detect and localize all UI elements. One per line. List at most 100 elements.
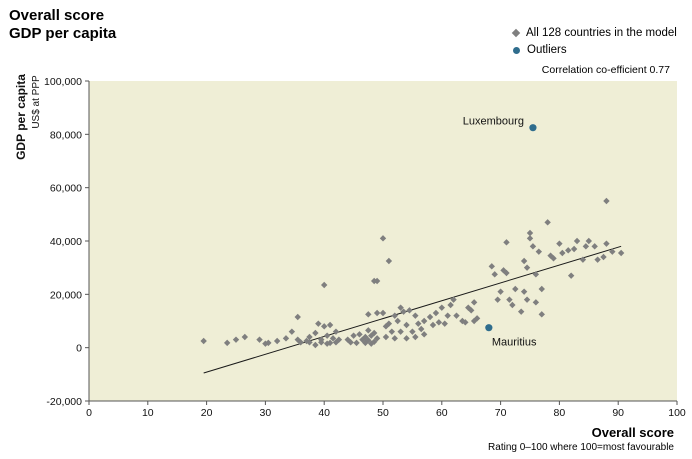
y-tick-label: 80,000: [50, 129, 82, 141]
data-point: [223, 339, 231, 347]
data-point: [544, 219, 551, 226]
data-point: [282, 335, 290, 342]
chart-subtitle: GDP per capita: [9, 25, 117, 42]
data-point: [288, 328, 296, 335]
outlier-point: [529, 124, 537, 132]
data-point: [470, 299, 478, 306]
data-point: [506, 296, 513, 303]
x-tick-label: 100: [668, 407, 686, 419]
data-point: [503, 269, 510, 277]
x-tick-label: 60: [436, 407, 448, 419]
data-point: [256, 336, 263, 343]
data-point: [241, 333, 249, 341]
data-point: [415, 320, 422, 327]
data-point: [385, 320, 393, 327]
legend-item-outliers: Outliers: [513, 44, 567, 56]
data-point: [397, 304, 404, 311]
data-point: [453, 312, 460, 319]
data-point: [326, 321, 334, 329]
data-point: [529, 243, 537, 250]
data-point: [403, 321, 410, 329]
data-point: [315, 320, 322, 327]
data-point: [420, 331, 428, 338]
data-point: [579, 256, 587, 263]
data-point: [450, 296, 457, 303]
data-point: [329, 335, 337, 342]
data-point: [294, 313, 301, 321]
data-point: [535, 248, 543, 255]
outlier-label: Luxembourg: [463, 116, 524, 128]
data-point: [559, 249, 566, 257]
data-point: [573, 237, 581, 245]
data-point: [370, 329, 378, 337]
data-point: [565, 247, 572, 254]
data-point: [418, 325, 425, 333]
data-point: [406, 307, 413, 314]
data-point: [323, 332, 331, 339]
data-point: [594, 256, 601, 263]
data-point: [447, 301, 454, 309]
data-point: [617, 249, 625, 257]
data-point: [532, 299, 540, 306]
y-axis-unit: US$ at PPP: [31, 75, 42, 129]
data-point: [582, 243, 590, 250]
y-tick-label: -20,000: [46, 396, 82, 408]
data-point: [441, 320, 448, 327]
y-tick-label: 40,000: [50, 236, 82, 248]
data-point: [353, 339, 360, 347]
data-point: [494, 296, 501, 303]
y-axis-title: GDP per capita: [14, 74, 28, 160]
data-point: [232, 336, 240, 343]
data-point: [373, 277, 381, 285]
data-point: [397, 328, 404, 335]
data-point: [391, 335, 398, 342]
data-point: [365, 337, 372, 344]
data-point: [382, 333, 390, 341]
data-point: [318, 339, 325, 346]
data-point: [526, 235, 534, 242]
x-tick-label: 50: [377, 407, 389, 419]
data-point: [609, 248, 616, 255]
data-point: [523, 296, 531, 303]
legend-label-all-countries: All 128 countries in the model: [526, 27, 677, 39]
data-point: [332, 328, 340, 335]
data-point: [370, 338, 378, 345]
data-point: [570, 245, 578, 253]
data-point: [412, 312, 419, 319]
data-point: [523, 264, 531, 271]
data-point: [556, 240, 563, 247]
x-axis-title: Overall score: [591, 425, 674, 440]
data-point: [335, 336, 343, 343]
x-tick-label: 30: [260, 407, 272, 419]
x-tick-label: 20: [201, 407, 213, 419]
data-point: [520, 257, 528, 265]
circle-marker-icon: [513, 46, 520, 54]
data-point: [265, 339, 272, 347]
data-point: [306, 333, 313, 341]
data-point: [273, 337, 281, 345]
data-point: [520, 288, 528, 295]
data-point: [547, 252, 554, 259]
data-point: [409, 328, 416, 335]
data-point: [503, 239, 510, 246]
data-point: [312, 341, 319, 349]
outlier-point: [485, 324, 493, 332]
data-point: [412, 333, 419, 341]
data-point: [306, 339, 313, 346]
legend-item-all-countries: All 128 countries in the model: [511, 27, 677, 39]
data-point: [538, 311, 545, 318]
correlation-note: Correlation co-efficient 0.77: [541, 64, 670, 76]
data-point: [435, 319, 443, 326]
data-point: [438, 304, 445, 311]
x-tick-label: 40: [318, 407, 330, 419]
data-point: [326, 339, 334, 347]
data-point: [473, 315, 481, 322]
data-point: [394, 317, 401, 325]
data-point: [297, 339, 304, 346]
data-point: [379, 235, 387, 242]
data-point: [462, 319, 469, 326]
outlier-label: Mauritius: [492, 337, 537, 349]
data-point: [488, 263, 495, 270]
data-point: [526, 229, 534, 237]
